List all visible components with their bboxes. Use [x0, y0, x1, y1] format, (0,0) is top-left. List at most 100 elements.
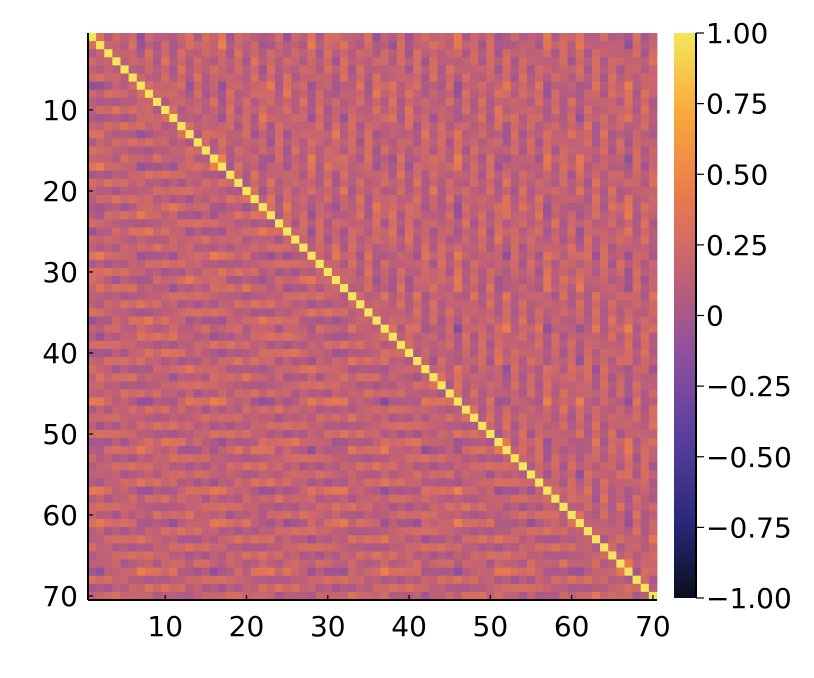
heatmap-cell	[242, 494, 251, 504]
heatmap-cell	[348, 276, 357, 285]
heatmap-cell	[600, 519, 609, 528]
heatmap-cell	[624, 373, 634, 382]
heatmap-cell	[478, 373, 487, 382]
heatmap-cell	[526, 397, 536, 406]
heatmap-cell	[177, 97, 186, 107]
heatmap-cell	[161, 494, 170, 504]
heatmap-cell	[372, 462, 382, 471]
heatmap-cell	[396, 519, 406, 528]
heatmap-cell	[600, 89, 609, 99]
heatmap-cell	[331, 267, 341, 277]
heatmap-cell	[283, 300, 292, 309]
heatmap-cell	[153, 146, 162, 155]
heatmap-cell	[486, 332, 495, 342]
heatmap-cell	[258, 324, 268, 334]
heatmap-cell	[307, 243, 316, 253]
heatmap-cell	[640, 276, 650, 285]
heatmap-cell	[315, 178, 325, 188]
heatmap-cell	[461, 413, 471, 423]
heatmap-cell	[339, 462, 349, 471]
heatmap-cell	[356, 57, 365, 66]
heatmap-cell	[486, 211, 495, 220]
heatmap-cell	[624, 105, 634, 115]
heatmap-cell	[339, 373, 349, 382]
heatmap-cell	[494, 97, 503, 107]
heatmap-cell	[640, 405, 650, 415]
heatmap-cell	[551, 575, 560, 585]
heatmap-cell	[348, 81, 357, 91]
heatmap-cell	[405, 397, 414, 406]
heatmap-cell	[535, 559, 544, 568]
heatmap-cell	[185, 340, 195, 350]
heatmap-cell	[356, 559, 365, 568]
heatmap-cell	[120, 527, 130, 536]
heatmap-cell	[120, 114, 130, 123]
heatmap-cell	[234, 227, 243, 236]
heatmap-cell	[632, 89, 642, 99]
heatmap-cell	[266, 49, 276, 58]
heatmap-cell	[250, 373, 260, 382]
heatmap-cell	[274, 405, 284, 415]
heatmap-cell	[185, 81, 195, 91]
heatmap-cell	[112, 486, 121, 496]
heatmap-cell	[486, 178, 495, 188]
heatmap-cell	[226, 41, 235, 50]
heatmap-cell	[388, 421, 398, 431]
heatmap-cell	[510, 332, 520, 342]
heatmap-cell	[486, 454, 495, 463]
heatmap-cell	[608, 243, 617, 253]
heatmap-cell	[486, 510, 495, 520]
heatmap-cell	[315, 438, 325, 447]
heatmap-cell	[315, 170, 325, 180]
heatmap-cell	[648, 405, 658, 415]
heatmap-cell	[234, 186, 243, 196]
heatmap-cell	[372, 413, 382, 423]
heatmap-cell	[632, 154, 642, 163]
heatmap-cell	[266, 470, 276, 479]
heatmap-cell	[478, 97, 487, 107]
heatmap-cell	[640, 519, 650, 528]
heatmap-cell	[396, 81, 406, 91]
heatmap-cell	[226, 510, 235, 520]
heatmap-cell	[96, 470, 105, 479]
heatmap-cell	[201, 357, 211, 366]
heatmap-cell	[600, 308, 609, 317]
heatmap-cell	[608, 478, 617, 487]
heatmap-cell	[608, 162, 617, 172]
heatmap-cell	[640, 583, 650, 593]
heatmap-cell	[648, 203, 658, 212]
heatmap-cell	[624, 259, 634, 269]
heatmap-cell	[250, 308, 260, 317]
heatmap-cell	[405, 227, 414, 236]
heatmap-cell	[356, 470, 365, 479]
heatmap-cell	[136, 300, 146, 309]
heatmap-cell	[339, 154, 349, 163]
heatmap-cell	[518, 413, 528, 423]
heatmap-cell	[356, 462, 365, 471]
heatmap-cell	[380, 154, 390, 163]
heatmap-cell	[640, 57, 650, 66]
heatmap-cell	[299, 389, 308, 398]
heatmap-cell	[429, 97, 438, 107]
heatmap-cell	[478, 81, 487, 91]
heatmap-cell	[478, 130, 487, 139]
heatmap-cell	[608, 65, 617, 74]
heatmap-cell	[543, 502, 552, 512]
heatmap-cell	[388, 591, 398, 601]
heatmap-cell	[266, 510, 276, 520]
heatmap-cell	[543, 219, 552, 228]
heatmap-cell	[283, 357, 292, 366]
heatmap-cell	[96, 178, 105, 188]
heatmap-cell	[591, 478, 601, 487]
heatmap-cell	[128, 284, 138, 293]
heatmap-cell	[600, 438, 609, 447]
heatmap-cell	[591, 438, 601, 447]
heatmap-cell	[372, 478, 382, 487]
heatmap-cell	[315, 567, 325, 577]
heatmap-cell	[250, 114, 260, 123]
heatmap-cell	[388, 308, 398, 317]
heatmap-cell	[591, 413, 601, 423]
heatmap-cell	[421, 146, 430, 155]
heatmap-cell	[88, 462, 97, 471]
heatmap-cell	[242, 292, 251, 301]
